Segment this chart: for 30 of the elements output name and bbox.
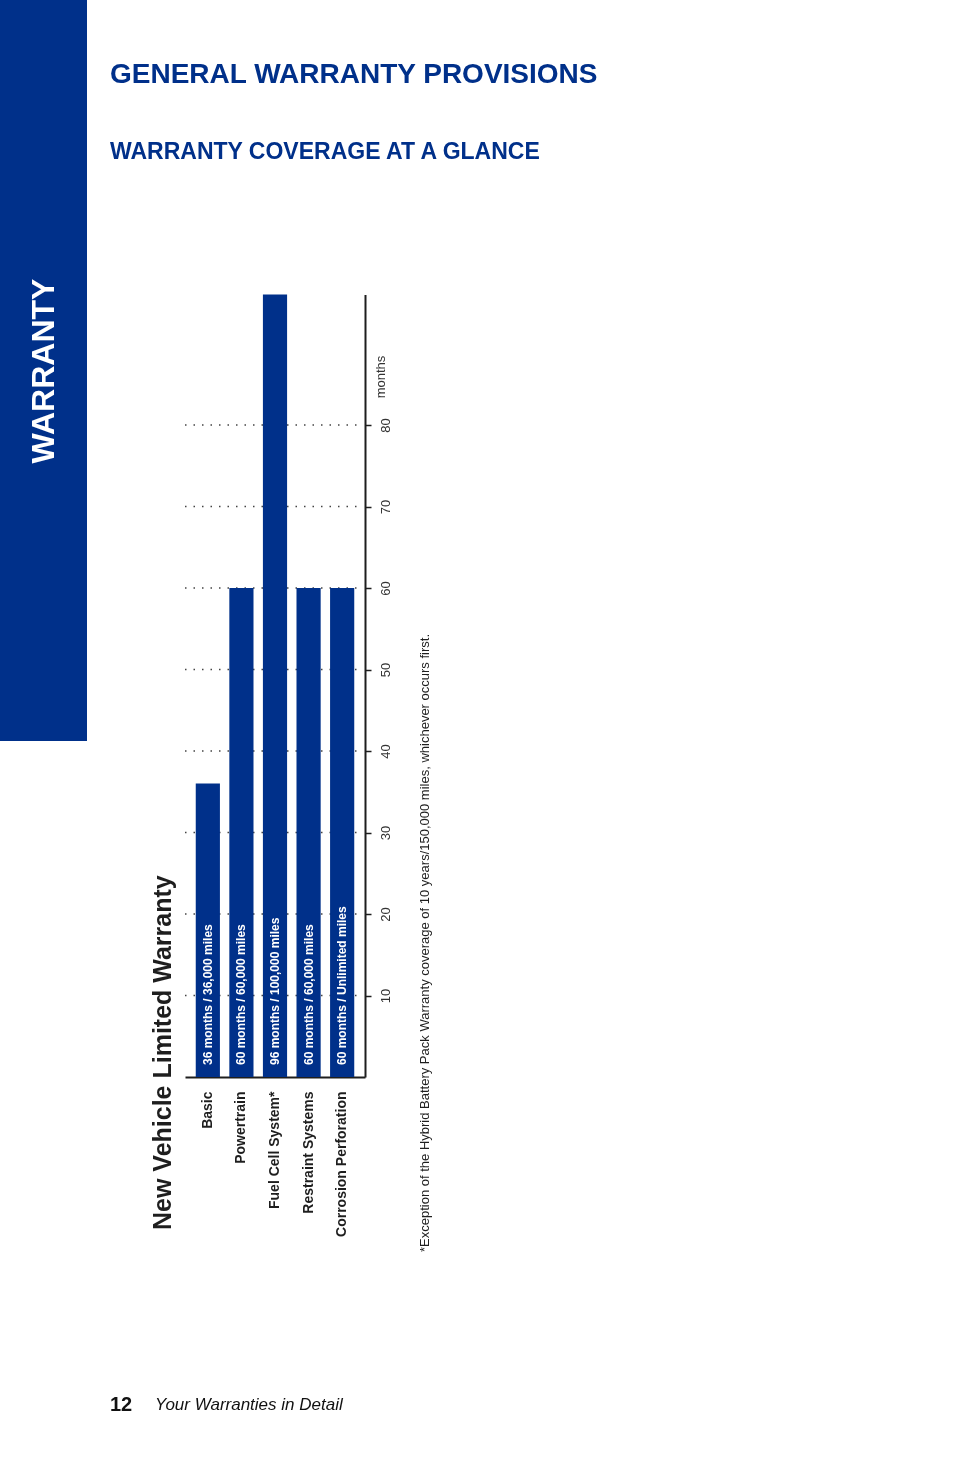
data-label: 96 months / 100,000 miles xyxy=(268,917,282,1065)
data-label: 60 months / 60,000 miles xyxy=(301,923,316,1065)
text: 12 xyxy=(110,1393,133,1415)
y-tick-label: 40 xyxy=(377,744,393,759)
bar xyxy=(229,588,254,1077)
text: *Exception of the Hybrid Battery Pack Warranty coverage of 10 years/150,000 miles, whichever occurs first. xyxy=(417,633,432,1252)
data-label: 60 months / 60,000 miles xyxy=(234,923,249,1065)
text: New Vehicle Limited Warranty xyxy=(148,875,176,1230)
text: GENERAL WARRANTY PROVISIONS xyxy=(110,58,598,89)
x-tick-label: Fuel Cell System* xyxy=(266,1090,282,1209)
x-tick-label: Powertrain xyxy=(232,1091,249,1164)
bar xyxy=(330,588,355,1077)
text: WARRANTY xyxy=(24,278,61,464)
y-axis-title: months xyxy=(373,355,388,399)
y-tick-label: 60 xyxy=(377,581,393,596)
y-tick-label: 10 xyxy=(377,988,393,1004)
data-label: 60 months / Unlimited miles xyxy=(335,905,350,1065)
data-label: 36 months / 36,000 miles xyxy=(200,923,215,1065)
y-tick-label: 50 xyxy=(377,662,393,678)
text: WARRANTY COVERAGE AT A GLANCE xyxy=(110,138,540,164)
text: Your Warranties in Detail xyxy=(155,1395,344,1414)
y-tick-label: 70 xyxy=(377,499,393,515)
x-tick-label: Corrosion Perforation xyxy=(333,1091,350,1237)
y-tick-label: 80 xyxy=(377,418,393,433)
x-tick-label: Basic xyxy=(198,1091,215,1129)
bar xyxy=(296,588,321,1077)
bar xyxy=(262,294,288,1077)
y-tick-label: 20 xyxy=(377,907,393,922)
y-tick-label: 30 xyxy=(377,825,393,841)
x-tick-label: Restraint Systems xyxy=(299,1091,316,1214)
